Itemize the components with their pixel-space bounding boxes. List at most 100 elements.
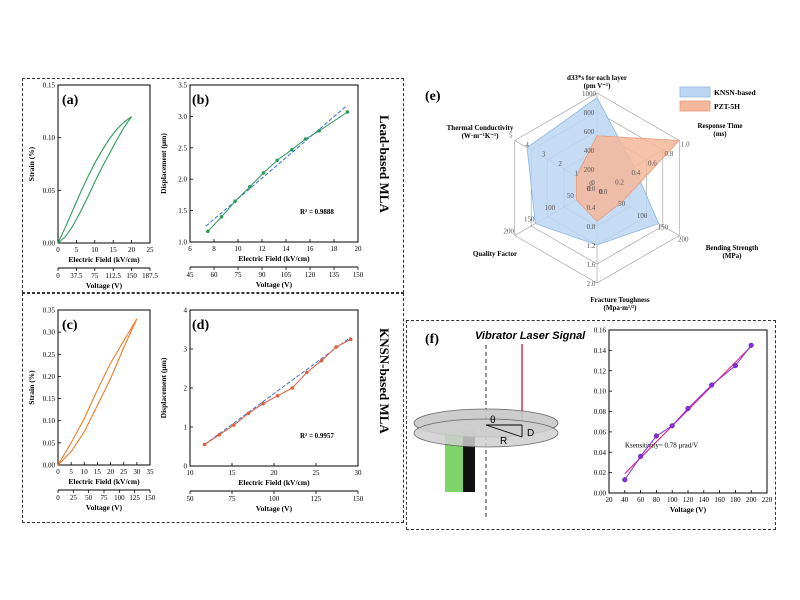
x2-axis-label: Voltage (V) (86, 281, 123, 290)
data-point (231, 423, 236, 427)
data-point (206, 229, 210, 234)
y-tick-label: 2.0 (178, 176, 187, 184)
y-tick-label: 0.00 (43, 462, 56, 470)
data-point (669, 423, 675, 429)
x-tick-label: 120 (683, 496, 694, 504)
tilt-line (485, 424, 523, 438)
x2-tick-label: 37.5 (70, 272, 83, 280)
x2-axis-label: Voltage (V) (86, 503, 123, 512)
x2-tick-label: 75 (229, 495, 237, 503)
y-tick-label: 0.16 (594, 327, 607, 335)
lead-based-frame (22, 78, 404, 293)
x2-tick-label: 0 (56, 272, 60, 280)
annotation-label: R² = 0.9957 (300, 432, 334, 440)
radar-tick-label: 1.0 (681, 141, 690, 149)
panel-label-e: (e) (425, 89, 441, 104)
radar-tick-label: 0.2 (615, 179, 624, 187)
x-tick-label: 15 (110, 246, 118, 254)
x-tick-label: 6 (188, 245, 192, 253)
x-tick-label: 14 (283, 245, 291, 253)
y-tick-label: 3.0 (178, 113, 187, 121)
legend-label: PZT-5H (714, 102, 740, 111)
theta-label: θ (490, 415, 496, 426)
x-tick-label: 20 (355, 245, 363, 253)
data-point (275, 158, 279, 163)
data-point (732, 363, 738, 369)
x2-tick-label: 125 (311, 495, 322, 503)
series-line (207, 111, 348, 232)
y-tick-label: 0.12 (594, 367, 607, 375)
y-tick-label: 3 (184, 346, 188, 354)
chart-f: 0.00 0.02 0.04 0.06 0.08 0.10 0.12 0.14 0.16 20 40… (594, 327, 773, 515)
x2-tick-label: 150 (353, 271, 364, 279)
r-label: R (500, 436, 507, 447)
loop-up-line (57, 318, 138, 466)
x-tick-label: 40 (621, 496, 629, 504)
x-tick-label: 10 (81, 468, 89, 476)
x-tick-label: 25 (313, 469, 321, 477)
radar-axis-label: Thermal Conductivity (447, 124, 514, 132)
data-point (345, 110, 350, 114)
d-label: D (527, 428, 534, 439)
data-point (246, 411, 251, 416)
radar-tick-label: 1.6 (587, 261, 596, 269)
x-tick-label: 160 (714, 496, 725, 504)
x-tick-label: 20 (606, 496, 614, 504)
vibrometer-schematic: Vibrator Laser Signal θ R D (413, 330, 586, 520)
x-tick-label: 20 (107, 468, 115, 476)
legend-label: KNSN-based (714, 88, 757, 97)
chart-b: 1.0 1.5 2.0 2.5 3.0 3.5 6 8 10 12 14 16 18 20 Electric… (159, 82, 364, 290)
x-axis-label: Electric Field (kV/cm) (238, 254, 310, 263)
y-tick-label: 0.00 (594, 490, 607, 498)
chart-a: 0.00 0.05 0.10 0.15 0 5 10 15 20 25 Electric Field… (27, 82, 158, 291)
data-point (290, 147, 294, 152)
x-tick-label: 8 (212, 245, 216, 253)
radar-tick-label: 4 (525, 141, 529, 149)
radar-chart: 020040060080010000.00.20.40.60.81.005010… (447, 74, 759, 312)
x-tick-label: 30 (355, 469, 363, 477)
radar-tick-label: 0.0 (599, 188, 608, 196)
x2-tick-label: 75 (91, 272, 99, 280)
x2-tick-label: 75 (235, 271, 243, 279)
x-tick-label: 5 (69, 468, 73, 476)
x2-tick-label: 150 (126, 272, 137, 280)
radar-tick-label: 0.4 (587, 204, 596, 212)
radar-tick-label: 200 (584, 166, 595, 174)
x-tick-label: 100 (667, 496, 678, 504)
y-tick-label: 2 (184, 385, 188, 393)
radar-tick-label: 100 (637, 212, 648, 220)
y-tick-label: 0.05 (43, 439, 56, 447)
x-axis-label: Electric Field (kV/cm) (68, 255, 140, 264)
radar-tick-label: 0 (591, 179, 595, 187)
data-point (275, 393, 280, 398)
data-point (217, 432, 222, 437)
y-tick-label: 0.10 (43, 134, 56, 142)
data-point (319, 358, 324, 363)
data-point (653, 433, 659, 439)
loop-up-line (57, 116, 133, 244)
x2-tick-label: 25 (70, 494, 78, 502)
radar-tick-label: 5 (509, 132, 513, 140)
x2-axis-label: Voltage (V) (256, 504, 293, 513)
panel-label-c: (c) (62, 318, 78, 333)
x2-tick-label: 187.5 (142, 272, 158, 280)
data-point (248, 184, 252, 189)
y-tick-label: 0.04 (594, 449, 607, 457)
x-tick-label: 10 (235, 245, 243, 253)
side-label-knsn: KNSN-based MLA (377, 328, 392, 434)
radar-axis-unit: (ms) (713, 130, 727, 138)
y-axis-label: Displacement (μm) (159, 357, 168, 418)
x-axis-label: Electric Field (kV/cm) (238, 478, 310, 487)
x2-tick-label: 75 (101, 494, 109, 502)
radar-tick-label: 2 (558, 160, 562, 168)
loop-down-line (57, 116, 132, 244)
x-tick-label: 60 (637, 496, 645, 504)
x2-tick-label: 150 (353, 495, 364, 503)
data-point (622, 477, 628, 483)
x2-tick-label: 45 (187, 271, 195, 279)
radar-series-1 (576, 135, 681, 222)
data-point (219, 215, 224, 219)
panel-label-f: (f) (425, 332, 439, 347)
chart-c: 0.00 0.05 0.10 0.15 0.20 0.25 0.30 0.35 0 5 10 15 20… (27, 307, 156, 513)
